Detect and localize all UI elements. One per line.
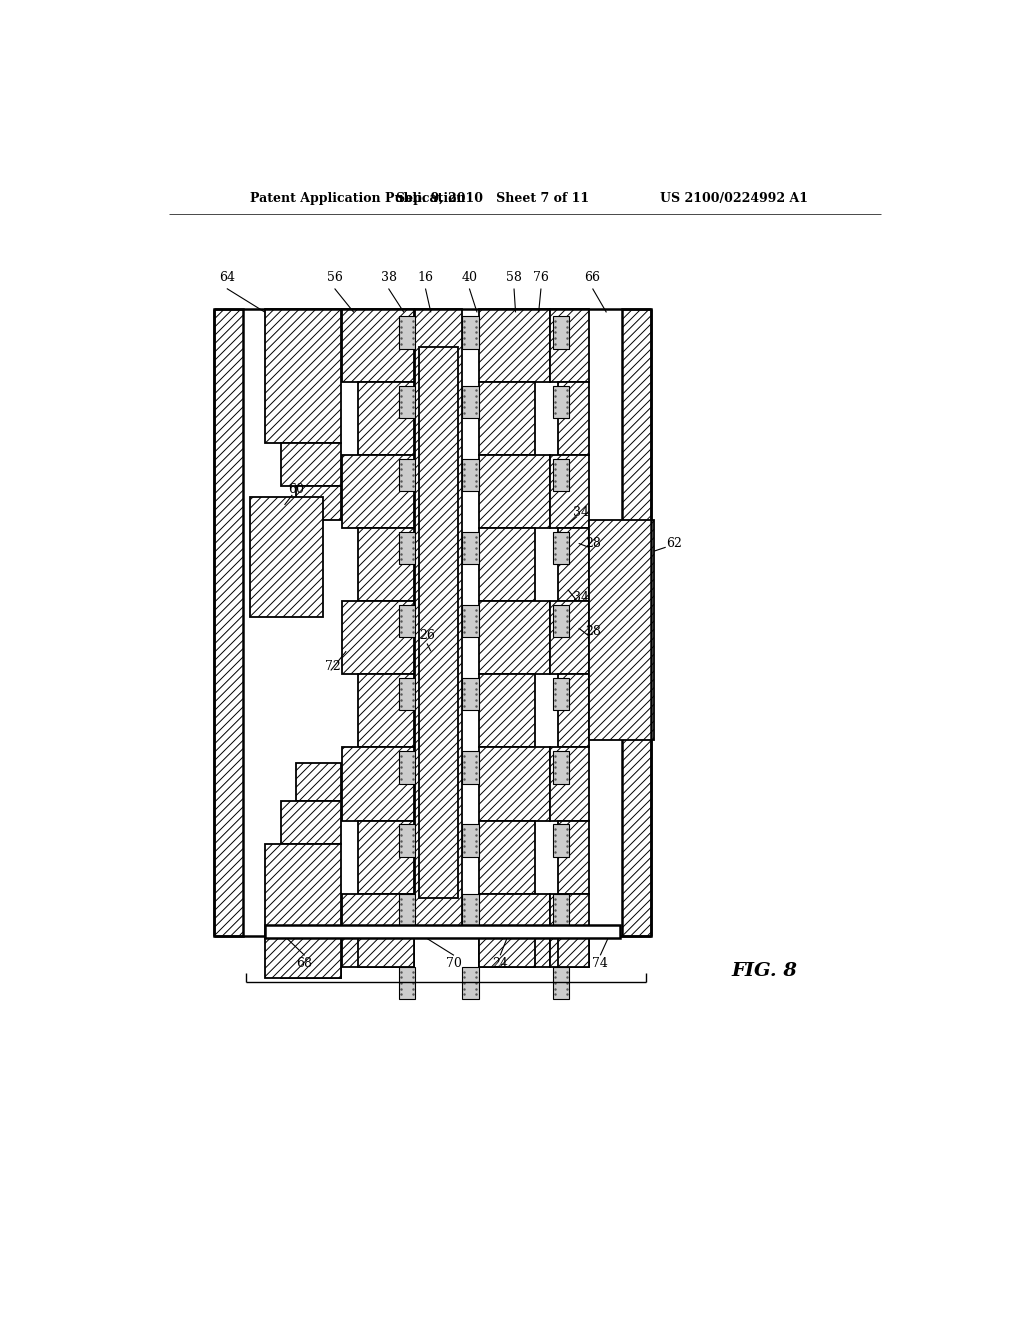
Bar <box>478 894 550 966</box>
Bar <box>265 924 620 939</box>
Bar <box>553 894 569 927</box>
Text: 28: 28 <box>585 626 601 639</box>
Bar <box>398 459 416 491</box>
Bar <box>558 821 589 894</box>
Bar <box>462 532 478 564</box>
Bar <box>462 605 478 638</box>
Bar <box>214 309 243 936</box>
Bar <box>416 309 462 936</box>
Bar <box>342 309 414 381</box>
Text: 74: 74 <box>592 957 608 970</box>
Bar <box>398 894 416 927</box>
Bar <box>478 675 535 747</box>
Bar <box>296 486 341 520</box>
Bar <box>342 747 414 821</box>
Bar <box>462 894 478 927</box>
Bar <box>398 385 416 418</box>
Text: 34: 34 <box>573 506 589 519</box>
Bar <box>250 498 323 616</box>
Bar <box>462 751 478 784</box>
Bar <box>462 317 478 348</box>
Bar <box>622 309 651 936</box>
Bar <box>398 678 416 710</box>
Text: 40: 40 <box>462 271 477 284</box>
Bar <box>558 675 589 747</box>
Bar <box>550 455 589 528</box>
Bar <box>553 966 569 999</box>
Bar <box>357 821 414 894</box>
Bar <box>281 936 341 978</box>
Bar <box>550 601 589 675</box>
Text: 38: 38 <box>381 271 396 284</box>
Bar <box>558 381 589 455</box>
Text: 28: 28 <box>585 537 601 550</box>
Text: 64: 64 <box>219 271 234 284</box>
Bar <box>398 825 416 857</box>
Bar <box>553 532 569 564</box>
Text: US 2100/0224992 A1: US 2100/0224992 A1 <box>660 191 808 205</box>
Bar <box>462 966 478 999</box>
Bar <box>398 317 416 348</box>
Text: 68: 68 <box>297 957 312 970</box>
Text: 66: 66 <box>585 271 600 284</box>
Bar <box>462 459 478 491</box>
Bar <box>478 309 550 381</box>
Bar <box>553 317 569 348</box>
Bar <box>398 966 416 999</box>
Bar <box>398 605 416 638</box>
Bar <box>589 520 654 739</box>
Bar <box>478 528 535 601</box>
Bar <box>462 385 478 418</box>
Bar <box>296 763 341 801</box>
Bar <box>357 381 414 455</box>
Bar <box>553 459 569 491</box>
Bar <box>357 675 414 747</box>
Bar <box>265 309 341 444</box>
Bar <box>478 936 535 966</box>
Text: Patent Application Publication: Patent Application Publication <box>250 191 466 205</box>
Text: 60: 60 <box>289 483 304 496</box>
Bar <box>553 605 569 638</box>
Bar <box>398 751 416 784</box>
Bar <box>281 444 341 486</box>
Bar <box>265 843 341 936</box>
Bar <box>419 347 458 898</box>
Text: 58: 58 <box>506 271 522 284</box>
Bar <box>342 601 414 675</box>
Bar <box>553 751 569 784</box>
Bar <box>342 455 414 528</box>
Bar <box>553 385 569 418</box>
Bar <box>553 825 569 857</box>
Bar <box>558 528 589 601</box>
Bar <box>462 825 478 857</box>
Text: 16: 16 <box>418 271 433 284</box>
Bar <box>550 747 589 821</box>
Bar <box>478 601 550 675</box>
Bar <box>478 455 550 528</box>
Text: FIG. 8: FIG. 8 <box>731 962 797 979</box>
Bar <box>462 678 478 710</box>
Text: 70: 70 <box>446 957 462 970</box>
Bar <box>558 936 589 966</box>
Bar <box>398 532 416 564</box>
Bar <box>265 936 341 978</box>
Bar <box>550 894 589 966</box>
Bar <box>357 528 414 601</box>
Bar <box>357 936 414 966</box>
Bar <box>550 309 589 381</box>
Bar <box>342 894 414 966</box>
Bar <box>478 821 535 894</box>
Bar <box>478 747 550 821</box>
Text: 56: 56 <box>327 271 343 284</box>
Text: 24: 24 <box>493 957 508 970</box>
Text: 76: 76 <box>534 271 549 284</box>
Text: 26: 26 <box>419 630 435 643</box>
Text: 72: 72 <box>325 660 340 673</box>
Bar <box>478 381 535 455</box>
Text: 34: 34 <box>573 591 589 603</box>
Text: Sep. 9, 2010   Sheet 7 of 11: Sep. 9, 2010 Sheet 7 of 11 <box>396 191 589 205</box>
Bar <box>553 678 569 710</box>
Text: 62: 62 <box>666 537 682 550</box>
Bar <box>281 801 341 843</box>
